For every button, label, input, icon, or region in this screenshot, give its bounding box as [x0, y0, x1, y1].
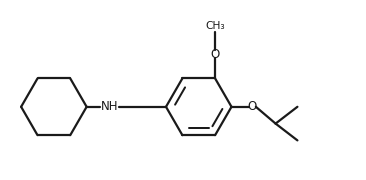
Text: CH₃: CH₃: [205, 21, 225, 31]
Text: O: O: [248, 100, 257, 113]
Text: NH: NH: [101, 100, 119, 113]
Text: O: O: [210, 48, 220, 61]
